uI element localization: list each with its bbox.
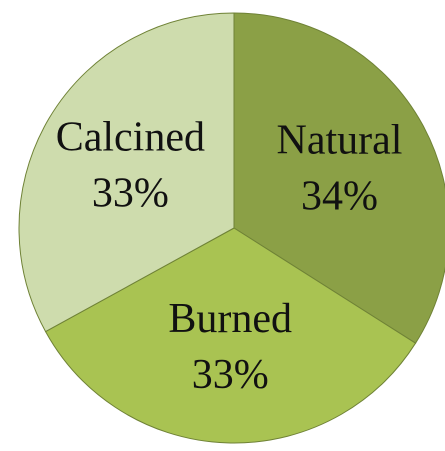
slice-label: Burned [168,296,292,342]
pie-slice [44,227,417,444]
slice-value-label: 33% [92,170,169,216]
slice-label: Natural [277,118,403,164]
slice-value-label: 34% [301,174,378,220]
pie-slice [18,12,235,333]
slice-value-label: 33% [192,352,269,398]
pie-slice [233,12,445,344]
slice-label: Calcined [56,114,205,160]
